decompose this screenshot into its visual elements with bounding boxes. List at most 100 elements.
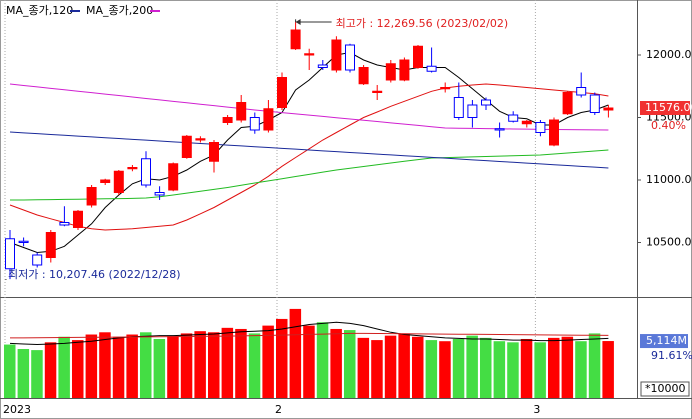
volume-bar	[99, 332, 111, 398]
y-tick-label: 12000.00	[646, 48, 692, 61]
candle-body	[209, 142, 219, 162]
volume-bar	[303, 325, 315, 398]
volume-bar	[588, 333, 601, 398]
y-tick-label: 11000.00	[646, 173, 692, 186]
candle-body	[589, 94, 600, 113]
volume-ma-line	[9, 321, 609, 346]
volume-bar	[330, 328, 342, 398]
volume-ma-line	[10, 332, 609, 339]
candle-body	[358, 67, 369, 85]
volume-bar	[153, 338, 166, 398]
candle-body	[127, 167, 138, 170]
volume-bar	[262, 325, 274, 398]
price-label-box	[640, 101, 690, 115]
candle-body	[494, 128, 505, 131]
volume-bar	[520, 338, 533, 398]
candle-body	[399, 59, 410, 81]
candle-body	[249, 117, 260, 131]
candle-body	[385, 63, 396, 81]
volume-bar	[140, 332, 152, 398]
candle-body	[18, 240, 29, 243]
candle-body	[562, 92, 573, 115]
candle-body	[413, 45, 423, 68]
volume-bar	[425, 340, 438, 398]
price-label: 11576.00	[645, 101, 692, 114]
volume-bar	[85, 334, 98, 398]
candle-body	[277, 77, 287, 108]
candle-body	[317, 64, 328, 68]
candle-body	[154, 192, 165, 196]
volume-bar	[371, 340, 383, 398]
legend-label: MA_종가,200	[86, 4, 153, 17]
candle-body	[86, 187, 97, 206]
candle-body	[603, 107, 614, 111]
candle-body	[59, 222, 70, 226]
volume-bar	[72, 340, 84, 398]
volume-bar	[276, 318, 288, 398]
candle-body	[73, 210, 83, 228]
candle-body	[32, 254, 43, 266]
volume-bar	[17, 349, 30, 398]
candle-body	[453, 97, 464, 118]
volume-bar	[439, 341, 451, 398]
volume-bar	[112, 336, 125, 398]
volume-bar	[316, 322, 329, 398]
volume-bar	[466, 335, 478, 398]
volume-bar	[126, 334, 138, 398]
volume-bar	[561, 336, 574, 398]
volume-bar	[507, 342, 519, 398]
unit-label: *10000	[645, 382, 686, 395]
unit-box	[640, 381, 690, 397]
volume-bar	[384, 335, 397, 398]
volume-bar	[357, 337, 370, 398]
ma-line	[9, 131, 609, 169]
volume-bar	[534, 342, 546, 398]
volume-bar	[31, 350, 43, 398]
candle-body	[508, 114, 519, 122]
volume-bar	[602, 341, 614, 398]
volume-bar	[480, 337, 492, 398]
volume-bar	[575, 341, 587, 398]
candle-body	[168, 163, 179, 191]
volume-bar	[180, 333, 193, 398]
volume-bar	[4, 344, 16, 398]
candle-body	[576, 87, 587, 96]
candle-body	[181, 135, 192, 158]
volume-bar	[221, 327, 234, 398]
volume-bar	[58, 336, 70, 398]
candle-body	[481, 99, 491, 106]
x-tick-label: 2	[275, 403, 282, 416]
volume-label-box	[640, 334, 688, 349]
volume-bar	[398, 333, 410, 398]
volume-bar	[344, 330, 356, 398]
change-label: 0.40%	[651, 119, 686, 132]
volume-bar	[452, 338, 465, 398]
y-tick-label: 10500.00	[646, 236, 692, 249]
volume-bar	[412, 336, 424, 398]
candle-body	[113, 170, 124, 193]
candle-body	[440, 87, 451, 90]
candle-body	[345, 44, 355, 71]
volume-label: 5,114M	[646, 334, 687, 347]
candle-body	[467, 104, 478, 118]
candle-body	[521, 120, 532, 125]
candle-body	[195, 138, 206, 141]
volume-bar	[248, 333, 261, 398]
annotation-arrowhead	[295, 19, 301, 25]
volume-bar	[548, 337, 560, 398]
volume-bar	[493, 341, 506, 398]
candle-body	[222, 117, 233, 123]
candle-body	[304, 53, 315, 56]
candle-body	[5, 238, 15, 270]
candle-body	[45, 232, 56, 258]
candle-body	[331, 39, 342, 71]
candle-body	[100, 179, 111, 183]
candle-body	[236, 102, 247, 121]
ma-line	[9, 83, 609, 231]
volume-bar	[289, 308, 302, 398]
volume-bar	[44, 342, 57, 398]
low-annotation: 최저가 : 10,207.46 (2022/12/28)	[8, 268, 181, 281]
volume-bar	[235, 328, 247, 398]
ma-line	[10, 149, 609, 201]
